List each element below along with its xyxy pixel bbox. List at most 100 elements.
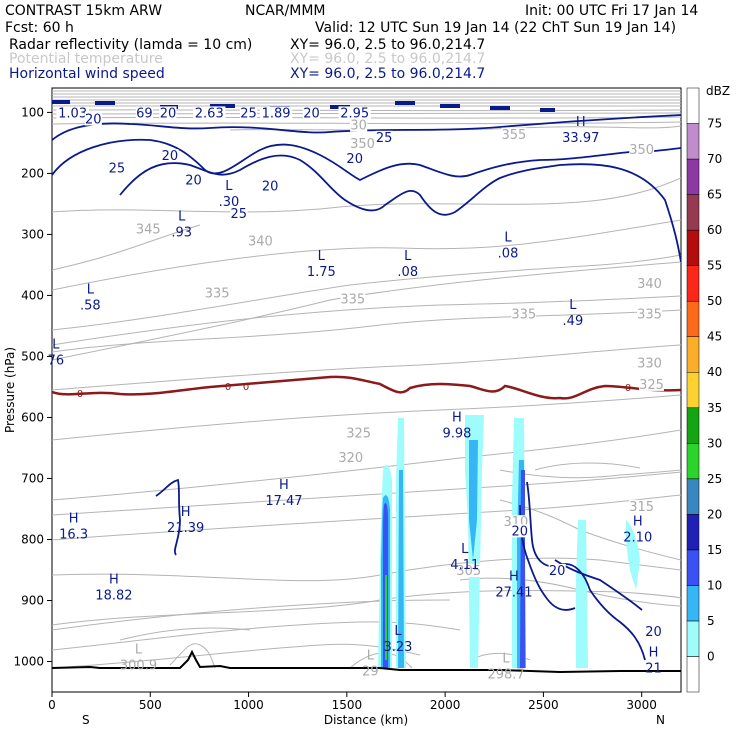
- colorbar-label: 0: [707, 649, 715, 663]
- theta-label: 335: [511, 308, 536, 323]
- wind-label-bg: [159, 106, 177, 120]
- theta-label-bg: [511, 307, 537, 321]
- colorbar-label: 65: [707, 188, 722, 202]
- low-theta-marker: L: [502, 652, 510, 667]
- field-theta: Potential temperature: [9, 51, 163, 67]
- colorbar-box: [686, 585, 700, 622]
- x-tick-label: 1500: [332, 698, 363, 712]
- zero-isotherm-label: 0: [77, 389, 83, 400]
- colorbar-label: 55: [707, 259, 722, 273]
- wind-label-bg: [135, 106, 153, 120]
- theta-label-bg: [637, 307, 662, 321]
- x-tick-label: 2000: [430, 698, 461, 712]
- wind-label-bg: [259, 106, 293, 120]
- colorbar-label: 60: [707, 223, 722, 237]
- theta-label: 345: [136, 222, 161, 237]
- zero-isotherm-label: 0: [625, 383, 631, 394]
- surface-terrain: [52, 649, 681, 674]
- theta-label: 350: [629, 143, 654, 158]
- theta-label-bg: [637, 277, 662, 291]
- theta-label-bg: [204, 286, 230, 300]
- theta-label-bg: [350, 118, 368, 132]
- wind-label: 2.95: [340, 106, 369, 121]
- wind-label: 20: [85, 113, 102, 128]
- wind-label-bg: [193, 106, 226, 120]
- wind-label-bg: [108, 161, 126, 175]
- low-value: 3.23: [383, 640, 412, 655]
- wind-label-bg: [346, 152, 364, 166]
- low-marker: L: [504, 231, 512, 246]
- low-marker: L: [318, 249, 326, 264]
- low-theta-marker: L: [135, 642, 143, 657]
- colorbar-label: 70: [707, 152, 722, 166]
- low-marker: L: [461, 542, 469, 557]
- y-tick-label: 300: [21, 227, 44, 241]
- field-wind: Horizontal wind speed: [9, 66, 165, 82]
- colorbar-box: [686, 123, 700, 160]
- low-value: .58: [80, 299, 101, 314]
- zero-isotherm-label: 0: [243, 382, 249, 393]
- x-tick-label: 2500: [528, 698, 559, 712]
- wind-label: 25: [230, 207, 247, 222]
- wind-label-bg: [375, 130, 393, 144]
- wind-label-bg: [644, 624, 663, 638]
- high-marker: H: [181, 505, 191, 520]
- theta-contours-upper: [52, 90, 681, 131]
- y-tick-label: 700: [21, 471, 44, 485]
- high-value: 27.41: [495, 585, 532, 600]
- colorbar-box: [686, 300, 700, 337]
- colorbar-label: 35: [707, 401, 722, 415]
- field-reflectivity-xy: XY= 96.0, 2.5 to 96.0,214.7: [290, 37, 485, 53]
- low-theta-value: 29: [362, 665, 379, 680]
- theta-label: 305: [456, 564, 481, 579]
- high-marker: H: [649, 646, 659, 661]
- colorbar-label: 30: [707, 436, 722, 450]
- colorbar-label: 40: [707, 365, 722, 379]
- theta-label-bg: [340, 292, 366, 306]
- y-tick-label: 500: [21, 349, 44, 363]
- high-marker: H: [279, 478, 289, 493]
- colorbar-box: [686, 229, 700, 266]
- y-tick-label: 600: [21, 410, 44, 424]
- theta-label-bg: [501, 127, 527, 141]
- colorbar-label: 45: [707, 330, 722, 344]
- wind-label: 20: [303, 106, 320, 121]
- theta-label: 320: [338, 451, 363, 466]
- low-marker: L: [569, 298, 577, 313]
- x-axis-label: Distance (km): [324, 713, 408, 727]
- colorbar-box: [686, 194, 700, 231]
- low-marker: L: [52, 337, 60, 352]
- theta-label: 325: [639, 378, 664, 393]
- wind-label: 20: [160, 106, 177, 121]
- colorbar-label: 15: [707, 543, 722, 557]
- colorbar-label: 75: [707, 117, 722, 131]
- colorbar-box: [686, 87, 700, 124]
- colorbar-label: 50: [707, 294, 722, 308]
- high-marker: H: [633, 514, 643, 529]
- colorbar-label: 25: [707, 472, 722, 486]
- refl-cell-5: [576, 520, 588, 668]
- wind-label-bg: [161, 149, 179, 163]
- wind-label: 20: [162, 149, 179, 164]
- low-marker: L: [394, 624, 402, 639]
- high-marker: H: [452, 411, 462, 426]
- wind-label: 20: [346, 152, 363, 167]
- refl-cell-2-core: [398, 470, 404, 668]
- high-marker: H: [576, 115, 586, 130]
- wind-label: 25: [109, 161, 126, 176]
- low-value: 76: [48, 353, 65, 368]
- high-marker: H: [109, 572, 119, 587]
- reflectivity-shading: [378, 415, 640, 668]
- x-tick-label: 3000: [626, 698, 657, 712]
- refl-cell-1-green: [385, 575, 387, 660]
- theta-label-bg: [629, 143, 655, 157]
- colorbar-box: [686, 336, 700, 373]
- theta-label-bg: [629, 499, 655, 513]
- low-value: .93: [171, 225, 192, 240]
- high-value: 33.97: [562, 131, 599, 146]
- low-theta-value: 298.7: [487, 668, 524, 683]
- theta-label: 330: [637, 357, 662, 372]
- colorbar-box: [686, 478, 700, 515]
- wind-label-bg: [302, 106, 321, 120]
- colorbar-box: [686, 407, 700, 444]
